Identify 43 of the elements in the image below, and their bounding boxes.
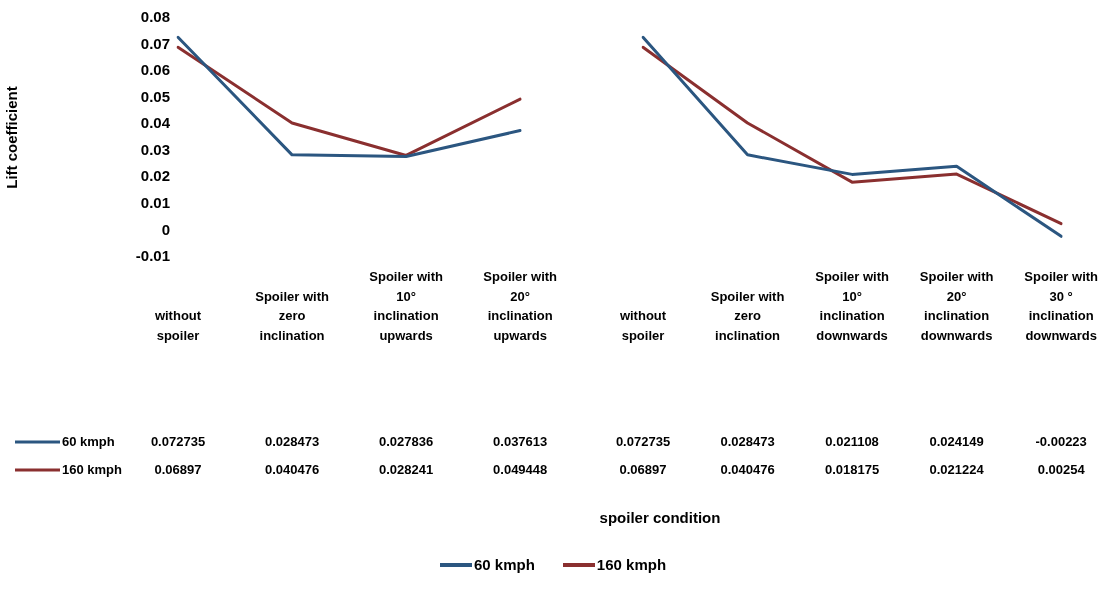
y-tick-label: 0.07 bbox=[140, 34, 170, 52]
data-label: 0.072735 bbox=[150, 433, 206, 449]
data-label: 0.00254 bbox=[1037, 461, 1086, 477]
x-tick-label: Spoiler with zero inclination bbox=[710, 288, 785, 343]
y-axis-title: Lift coefficient bbox=[3, 86, 21, 189]
y-tick-label: 0.04 bbox=[140, 114, 171, 132]
x-tick-label: without spoiler bbox=[618, 308, 667, 343]
data-label: 0.037613 bbox=[493, 433, 548, 449]
x-tick-label: Spoiler with 10° inclination upwards bbox=[369, 269, 443, 343]
y-tick-label: 0 bbox=[161, 220, 170, 238]
x-axis-title: spoiler condition bbox=[599, 509, 721, 527]
data-label: 0.027836 bbox=[378, 433, 434, 449]
data-label: 0.040476 bbox=[264, 461, 320, 477]
legend-label: 60 kmph bbox=[473, 556, 535, 573]
data-label: 0.018175 bbox=[824, 461, 880, 477]
legend-label: 60 kmph bbox=[62, 433, 115, 449]
data-label: 0.021224 bbox=[929, 461, 985, 477]
data-label: -0.00223 bbox=[1035, 433, 1087, 449]
y-tick-label: 0.02 bbox=[140, 167, 170, 185]
data-label: 0.028241 bbox=[378, 461, 434, 477]
y-tick-label: 0.06 bbox=[140, 61, 170, 79]
data-label: 0.072735 bbox=[615, 433, 671, 449]
data-label: 0.024149 bbox=[929, 433, 984, 449]
x-tick-label: Spoiler with 20° inclination downwards bbox=[919, 269, 994, 343]
data-label: 0.06897 bbox=[619, 461, 667, 477]
legend-label: 160 kmph bbox=[62, 461, 123, 477]
y-tick-label: 0.08 bbox=[140, 8, 170, 26]
x-tick-label: Spoiler with 30 ° inclination downwards bbox=[1024, 269, 1099, 343]
data-label: 0.049448 bbox=[493, 461, 548, 477]
x-tick-label: Spoiler with 20° inclination upwards bbox=[483, 269, 558, 343]
data-label: 0.06897 bbox=[154, 461, 202, 477]
x-tick-label: without spoiler bbox=[153, 308, 202, 343]
data-label: 0.028473 bbox=[264, 433, 320, 449]
data-label: 0.040476 bbox=[720, 461, 775, 477]
y-tick-label: 0.01 bbox=[140, 194, 170, 212]
data-label: 0.021108 bbox=[825, 433, 879, 449]
x-tick-label: Spoiler with 10° inclination downwards bbox=[815, 269, 889, 343]
y-tick-label: 0.03 bbox=[140, 140, 170, 158]
data-label: 0.028473 bbox=[720, 433, 775, 449]
y-tick-label: -0.01 bbox=[135, 247, 170, 265]
x-tick-label: Spoiler with zero inclination bbox=[255, 288, 329, 343]
y-tick-label: 0.05 bbox=[140, 87, 170, 105]
legend-label: 160 kmph bbox=[595, 556, 667, 573]
